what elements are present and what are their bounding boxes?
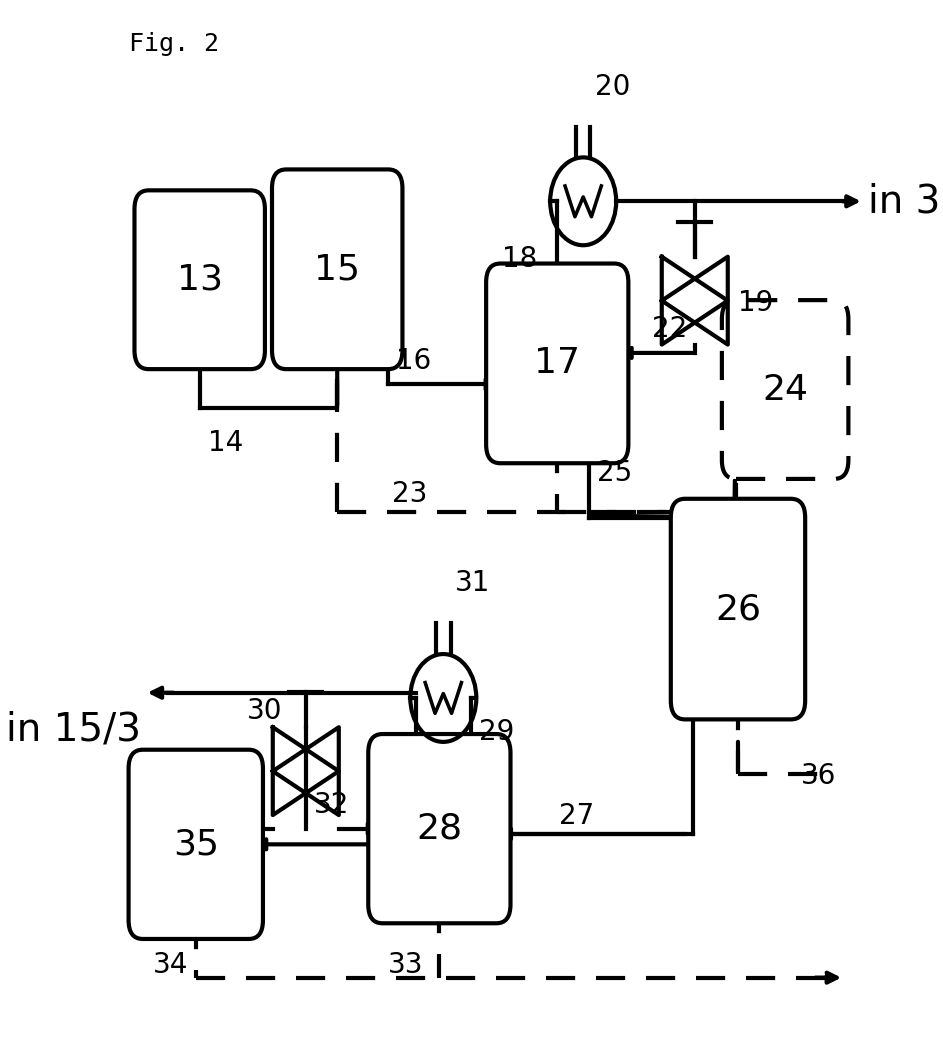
Text: 32: 32 (313, 791, 349, 819)
FancyBboxPatch shape (486, 264, 628, 463)
FancyBboxPatch shape (721, 301, 848, 479)
Text: 23: 23 (392, 480, 427, 508)
Text: 36: 36 (800, 762, 835, 790)
FancyBboxPatch shape (670, 499, 804, 720)
Text: 16: 16 (396, 347, 431, 375)
Text: in 15/3: in 15/3 (6, 710, 141, 748)
Text: in 3: in 3 (867, 183, 939, 221)
Text: 19: 19 (737, 289, 772, 317)
FancyBboxPatch shape (368, 734, 510, 923)
Text: 35: 35 (173, 827, 219, 862)
Text: 26: 26 (714, 592, 760, 626)
Text: 25: 25 (596, 459, 631, 487)
Text: 27: 27 (558, 802, 594, 829)
Text: 24: 24 (761, 373, 807, 407)
Text: 29: 29 (478, 718, 514, 746)
Text: 34: 34 (153, 950, 188, 978)
Text: 30: 30 (247, 697, 282, 725)
Text: 13: 13 (176, 263, 223, 296)
FancyBboxPatch shape (134, 190, 265, 369)
Text: 22: 22 (651, 315, 687, 344)
FancyBboxPatch shape (128, 749, 263, 939)
Text: 18: 18 (502, 245, 538, 273)
Text: 15: 15 (314, 252, 360, 286)
Text: 33: 33 (388, 950, 423, 978)
Text: 28: 28 (416, 811, 462, 846)
Text: 17: 17 (534, 347, 580, 380)
Text: Fig. 2: Fig. 2 (129, 32, 219, 56)
Text: 20: 20 (594, 73, 630, 101)
Text: 14: 14 (207, 429, 242, 457)
FancyBboxPatch shape (272, 169, 402, 369)
Text: 31: 31 (455, 570, 490, 597)
